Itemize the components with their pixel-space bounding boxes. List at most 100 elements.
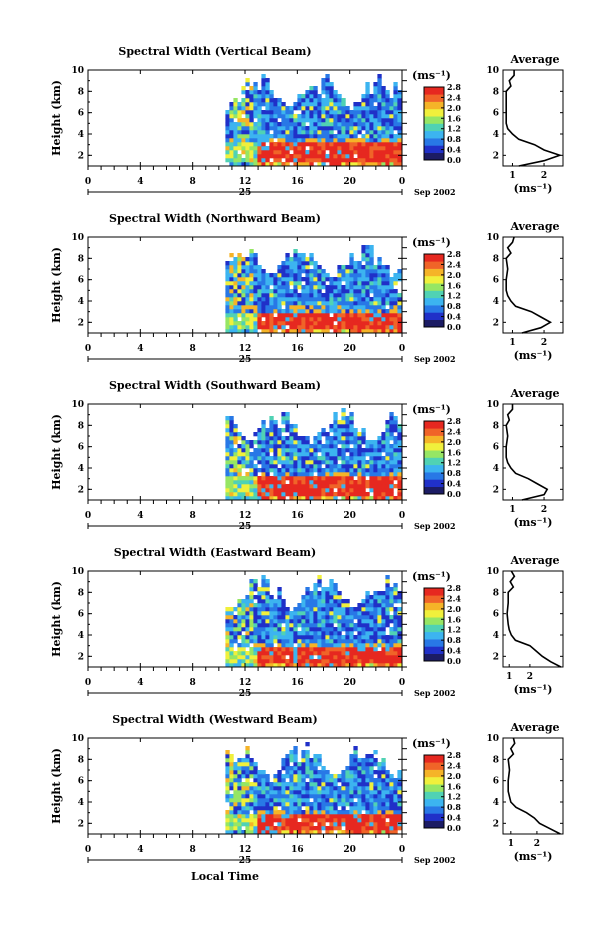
heatmap-cell — [253, 595, 258, 600]
heatmap-cell — [297, 766, 302, 771]
heatmap-cell — [297, 281, 302, 286]
heatmap-cell — [325, 146, 330, 151]
heatmap-cell — [369, 830, 374, 835]
heatmap-cell — [265, 822, 270, 827]
heatmap-cell — [341, 428, 346, 433]
heatmap-cell — [261, 818, 266, 823]
heatmap-cell — [393, 94, 398, 99]
heatmap-cell — [397, 802, 402, 807]
heatmap-cell — [329, 492, 334, 497]
profile-y-tick-label: 6 — [493, 777, 499, 787]
heatmap-cell — [337, 301, 342, 306]
heatmap-cell — [393, 802, 398, 807]
heatmap-cell — [265, 591, 270, 596]
heatmap-cell — [393, 595, 398, 600]
heatmap-cell — [361, 321, 366, 326]
heatmap-cell — [269, 480, 274, 485]
heatmap-cell — [241, 663, 246, 668]
heatmap-cell — [385, 810, 390, 815]
heatmap-cell — [281, 798, 286, 803]
heatmap-cell — [365, 762, 370, 767]
heatmap-cell — [309, 110, 314, 115]
heatmap-cell — [249, 603, 254, 608]
heatmap-cell — [229, 309, 234, 314]
heatmap-cell — [377, 476, 382, 481]
heatmap-cell — [281, 794, 286, 799]
heatmap-cell — [249, 146, 254, 151]
heatmap-cell — [281, 265, 286, 270]
heatmap-cell — [397, 496, 402, 501]
heatmap-cell — [373, 162, 378, 167]
heatmap-cell — [257, 802, 262, 807]
heatmap-cell — [301, 436, 306, 441]
heatmap-cell — [249, 110, 254, 115]
heatmap-cell — [309, 496, 314, 501]
heatmap-cell — [333, 138, 338, 143]
heatmap-cell — [313, 631, 318, 636]
heatmap-cell — [373, 496, 378, 501]
heatmap-cell — [397, 484, 402, 489]
heatmap-cell — [249, 492, 254, 497]
heatmap-cell — [373, 440, 378, 445]
heatmap-cell — [385, 786, 390, 791]
heatmap-cell — [285, 464, 290, 469]
heatmap-cell — [273, 321, 278, 326]
heatmap-cell — [333, 277, 338, 282]
heatmap-cell — [313, 607, 318, 612]
heatmap-cell — [365, 810, 370, 815]
heatmap-cell — [297, 647, 302, 652]
heatmap-cell — [289, 814, 294, 819]
heatmap-cell — [261, 289, 266, 294]
heatmap-cell — [289, 623, 294, 628]
heatmap-cell — [377, 484, 382, 489]
heatmap-cell — [317, 758, 322, 763]
heatmap-cell — [285, 659, 290, 664]
heatmap-cell — [353, 826, 358, 831]
heatmap-cell — [309, 806, 314, 811]
heatmap-cell — [365, 639, 370, 644]
heatmap-cell — [293, 265, 298, 270]
heatmap-cell — [233, 158, 238, 163]
heatmap-cell — [357, 122, 362, 127]
heatmap-cell — [337, 774, 342, 779]
heatmap-cell — [381, 655, 386, 660]
heatmap-cell — [393, 583, 398, 588]
heatmap-cell — [257, 587, 262, 592]
heatmap-cell — [353, 782, 358, 787]
heatmap-cell — [297, 126, 302, 131]
heatmap-cell — [289, 317, 294, 322]
y-tick-label: 6 — [78, 610, 84, 620]
heatmap-cell — [397, 313, 402, 318]
heatmap-cell — [305, 309, 310, 314]
heatmap-cell — [333, 162, 338, 167]
heatmap-cell — [309, 94, 314, 99]
y-tick-label: 6 — [78, 109, 84, 119]
heatmap-cell — [257, 142, 262, 147]
heatmap-cell — [397, 138, 402, 143]
heatmap-cell — [289, 436, 294, 441]
heatmap-cell — [301, 615, 306, 620]
heatmap-cell — [321, 496, 326, 501]
heatmap-cell — [381, 94, 386, 99]
heatmap-cell — [289, 484, 294, 489]
heatmap-cell — [397, 293, 402, 298]
heatmap-cell — [305, 742, 310, 747]
heatmap-cell — [273, 285, 278, 290]
heatmap-cell — [313, 762, 318, 767]
heatmap-cell — [369, 790, 374, 795]
heatmap-cell — [317, 456, 322, 461]
heatmap-cell — [357, 448, 362, 453]
heatmap-cell — [357, 607, 362, 612]
heatmap-cell — [273, 484, 278, 489]
heatmap-cell — [301, 603, 306, 608]
heatmap-cell — [329, 142, 334, 147]
heatmap-cell — [361, 496, 366, 501]
heatmap-cell — [237, 627, 242, 632]
heatmap-cell — [385, 154, 390, 159]
heatmap-cell — [237, 106, 242, 111]
heatmap-cell — [337, 452, 342, 457]
heatmap-cell — [225, 639, 230, 644]
heatmap-cell — [397, 782, 402, 787]
heatmap-cell — [381, 460, 386, 465]
heatmap-cell — [317, 154, 322, 159]
